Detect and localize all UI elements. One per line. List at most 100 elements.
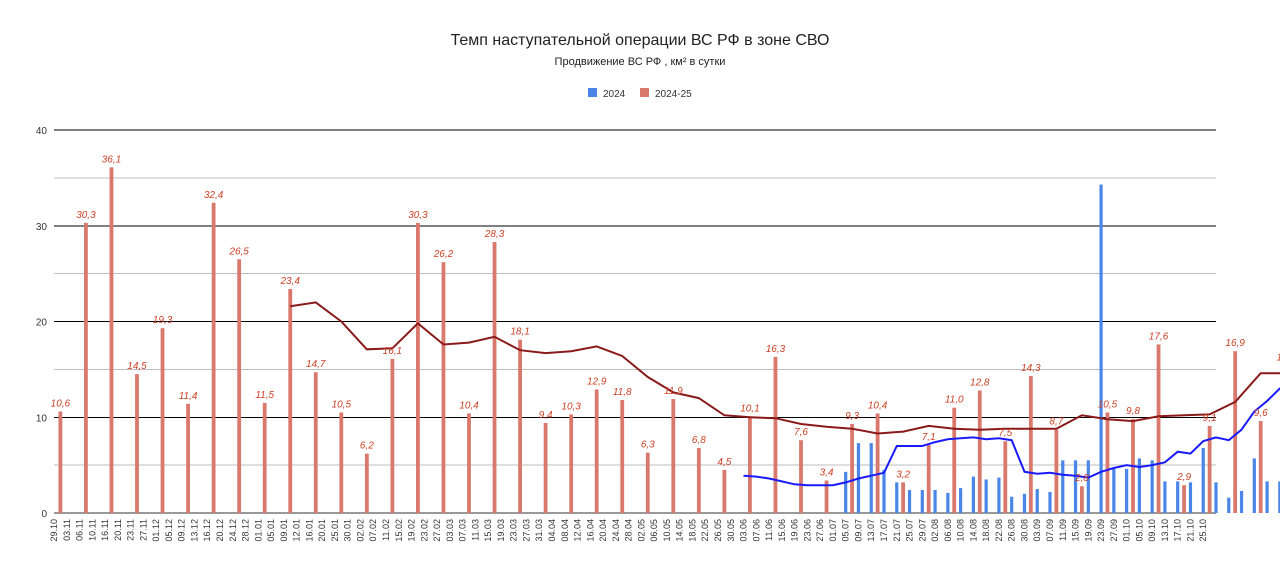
bar-2024-25: [493, 242, 497, 513]
x-tick-label: 25.07: [905, 519, 915, 542]
bar-2024-25: [1054, 430, 1058, 513]
bar-2024: [1061, 460, 1064, 513]
data-label: 9,6: [1254, 408, 1268, 419]
bar-2024: [1112, 469, 1115, 513]
x-tick-label: 26.08: [1007, 519, 1017, 542]
data-label: 7,6: [794, 427, 808, 438]
x-tick-label: 29.10: [49, 519, 59, 542]
bar-2024: [844, 472, 847, 513]
x-tick-label: 03.09: [1032, 519, 1042, 542]
data-label: 10,4: [459, 400, 479, 411]
bar-2024-25: [952, 408, 956, 513]
x-tick-label: 05.10: [1134, 519, 1144, 542]
legend-swatch-2024-25: [640, 88, 649, 97]
grid-lines: [54, 130, 1216, 513]
data-label: 14,7: [306, 359, 326, 370]
x-tick-label: 27.02: [432, 519, 442, 542]
bar-2024: [870, 443, 873, 513]
x-tick-label: 28.04: [624, 519, 634, 542]
x-tick-label: 05.12: [164, 519, 174, 542]
x-tick-label: 19.02: [407, 519, 417, 542]
x-tick-label: 09.07: [854, 519, 864, 542]
bar-2024: [1125, 469, 1128, 513]
x-tick-label: 10.05: [662, 519, 672, 542]
bar-2024: [882, 470, 885, 513]
bar-2024-25: [186, 404, 190, 513]
legend-label-2024: 2024: [603, 89, 626, 100]
bars-2024: [844, 185, 1280, 513]
y-tick-label: 30: [36, 222, 48, 233]
bar-2024: [959, 488, 962, 513]
bar-2024: [1099, 185, 1102, 513]
x-tick-label: 23.03: [509, 519, 519, 542]
bar-2024-25: [84, 223, 88, 513]
bar-2024: [895, 482, 898, 513]
bar-2024-25: [671, 399, 675, 513]
bar-2024-25: [1182, 485, 1186, 513]
x-tick-label: 23.11: [126, 519, 136, 541]
x-tick-label: 01.12: [151, 519, 161, 542]
x-tick-label: 30.08: [1020, 519, 1030, 542]
avg-line-2024: [744, 358, 1280, 485]
x-tick-label: 15.06: [777, 519, 787, 542]
bar-2024: [1074, 460, 1077, 513]
x-tick-label: 27.03: [522, 519, 532, 542]
data-label: 11,8: [613, 387, 632, 398]
x-tick-label: 07.09: [1045, 519, 1055, 542]
bar-2024: [1240, 491, 1243, 513]
legend-swatch-2024: [588, 88, 597, 97]
x-tick-label: 17.07: [879, 519, 889, 542]
bar-2024-25: [978, 390, 982, 513]
data-label: 7,5: [998, 428, 1012, 439]
x-tick-label: 13.10: [1160, 519, 1170, 542]
data-label: 30,3: [76, 210, 96, 221]
bar-2024-25: [1106, 412, 1110, 513]
y-tick-label: 20: [36, 318, 48, 329]
data-label: 8,7: [1049, 417, 1063, 428]
data-labels: 10,630,336,114,519,311,432,426,511,523,4…: [51, 152, 1280, 484]
data-label: 17,6: [1149, 331, 1169, 342]
x-tick-label: 15.02: [394, 519, 404, 542]
x-tick-label: 13.07: [866, 519, 876, 542]
bar-2024-25: [237, 259, 241, 513]
bar-2024: [933, 490, 936, 513]
x-tick-label: 18.05: [688, 519, 698, 542]
data-label: 2,9: [1176, 472, 1191, 483]
bar-2024: [1151, 460, 1154, 513]
bar-2024-25: [212, 203, 216, 513]
x-tick-label: 11.06: [764, 519, 774, 541]
bar-2024-25: [467, 413, 471, 513]
x-tick-label: 07.06: [751, 519, 761, 542]
x-tick-label: 16.04: [585, 519, 595, 542]
bar-2024: [1087, 460, 1090, 513]
data-label: 11,4: [179, 391, 198, 402]
x-tick-label: 06.08: [943, 519, 953, 542]
x-tick-label: 20.04: [598, 519, 608, 542]
x-tick-label: 07.03: [458, 519, 468, 542]
x-tick-label: 01.07: [828, 519, 838, 542]
data-label: 9,8: [1126, 406, 1140, 417]
bar-2024-25: [748, 416, 752, 513]
x-tick-label: 02.08: [930, 519, 940, 542]
x-tick-label: 21.07: [892, 519, 902, 542]
y-tick-label: 40: [36, 126, 48, 137]
data-label: 23,4: [279, 276, 300, 287]
bar-2024-25: [1029, 376, 1033, 513]
x-tick-label: 25.10: [1198, 519, 1208, 542]
bar-2024-25: [646, 453, 650, 513]
data-label: 10,1: [740, 403, 759, 414]
data-label: 9,1: [1203, 413, 1217, 424]
x-tick-label: 29.07: [917, 519, 927, 542]
data-label: 6,2: [360, 441, 374, 452]
bar-2024-25: [442, 262, 446, 513]
bar-2024-25: [416, 223, 420, 513]
data-label: 12,9: [587, 376, 607, 387]
y-tick-label: 0: [41, 509, 47, 520]
bar-2024: [1214, 482, 1217, 513]
bar-2024-25: [1233, 351, 1237, 513]
bar-2024: [908, 490, 911, 513]
x-tick-label: 23.06: [802, 519, 812, 542]
